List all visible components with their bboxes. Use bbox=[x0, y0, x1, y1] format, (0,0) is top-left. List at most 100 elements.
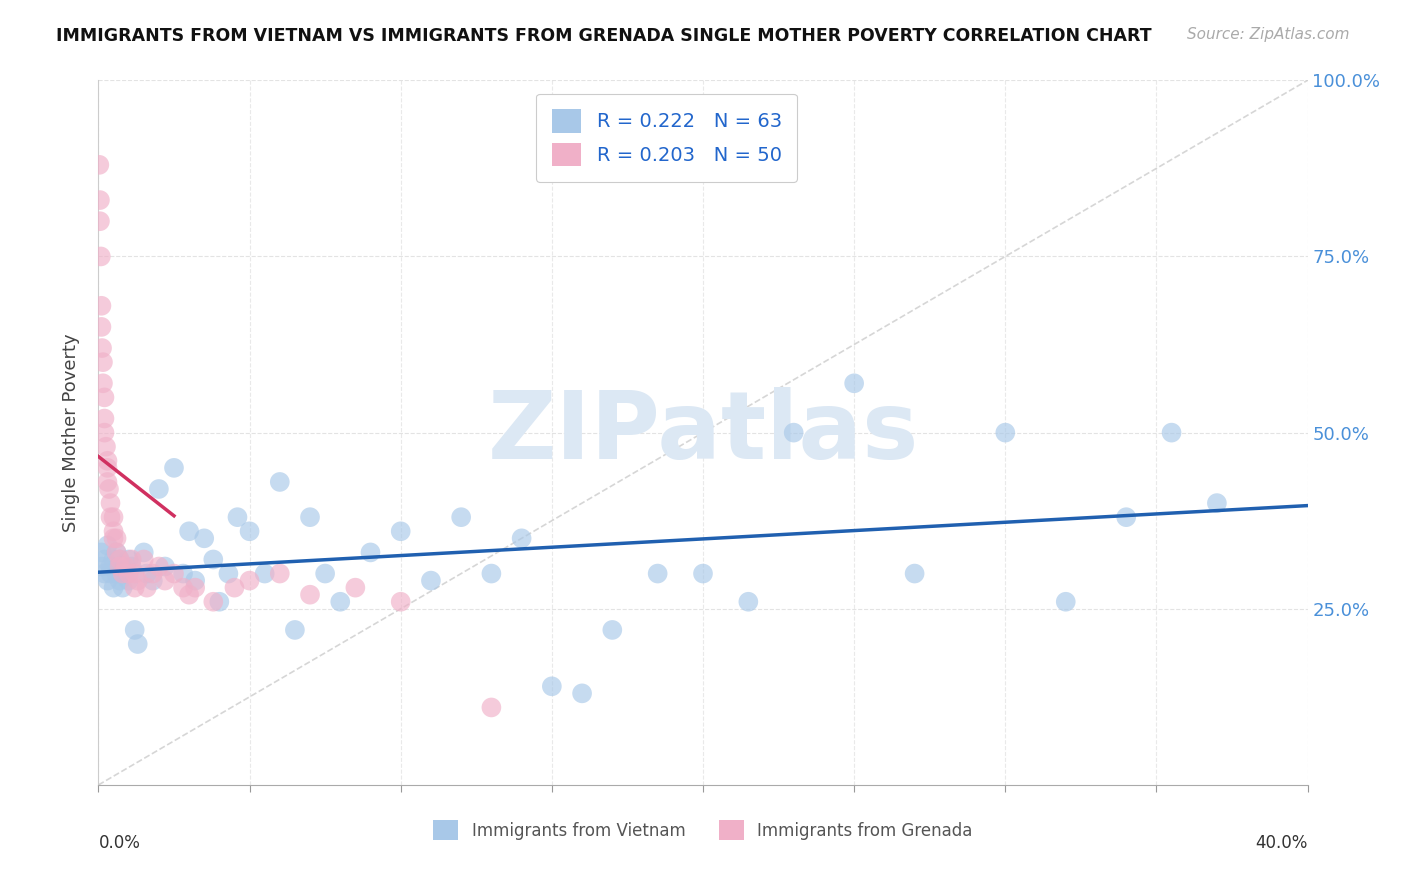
Point bbox=[329, 595, 352, 609]
Point bbox=[284, 623, 307, 637]
Point bbox=[91, 355, 114, 369]
Point bbox=[96, 574, 118, 588]
Point bbox=[124, 581, 146, 595]
Point bbox=[90, 299, 112, 313]
Point bbox=[96, 460, 118, 475]
Point bbox=[89, 193, 111, 207]
Point bbox=[904, 566, 927, 581]
Point bbox=[269, 566, 291, 581]
Legend: Immigrants from Vietnam, Immigrants from Grenada: Immigrants from Vietnam, Immigrants from… bbox=[427, 814, 979, 847]
Point bbox=[844, 376, 866, 391]
Point bbox=[100, 510, 122, 524]
Point bbox=[96, 475, 118, 489]
Point bbox=[481, 700, 503, 714]
Point bbox=[737, 595, 759, 609]
Point bbox=[184, 581, 207, 595]
Point bbox=[135, 566, 157, 581]
Point bbox=[105, 545, 128, 559]
Text: 40.0%: 40.0% bbox=[1256, 834, 1308, 852]
Point bbox=[172, 581, 194, 595]
Point bbox=[90, 559, 112, 574]
Point bbox=[202, 552, 225, 566]
Point bbox=[103, 532, 125, 546]
Point bbox=[127, 574, 149, 588]
Point bbox=[127, 637, 149, 651]
Point bbox=[100, 496, 122, 510]
Point bbox=[121, 559, 143, 574]
Point bbox=[994, 425, 1017, 440]
Point bbox=[389, 524, 412, 539]
Point bbox=[90, 320, 112, 334]
Point bbox=[602, 623, 624, 637]
Point bbox=[299, 588, 322, 602]
Point bbox=[124, 566, 146, 581]
Point bbox=[692, 566, 714, 581]
Point bbox=[153, 559, 176, 574]
Point bbox=[450, 510, 472, 524]
Point bbox=[103, 510, 125, 524]
Point bbox=[647, 566, 669, 581]
Point bbox=[420, 574, 443, 588]
Point bbox=[111, 566, 134, 581]
Point bbox=[344, 581, 367, 595]
Point bbox=[94, 440, 117, 454]
Point bbox=[153, 574, 176, 588]
Point bbox=[103, 524, 125, 539]
Point bbox=[98, 482, 121, 496]
Point bbox=[103, 581, 125, 595]
Point bbox=[163, 460, 186, 475]
Point bbox=[132, 552, 155, 566]
Point bbox=[226, 510, 249, 524]
Point bbox=[108, 559, 131, 574]
Point bbox=[111, 581, 134, 595]
Point bbox=[132, 545, 155, 559]
Point bbox=[91, 376, 114, 391]
Text: ZIPatlas: ZIPatlas bbox=[488, 386, 918, 479]
Point bbox=[90, 545, 112, 559]
Point bbox=[1054, 595, 1077, 609]
Point bbox=[108, 574, 131, 588]
Point bbox=[1206, 496, 1229, 510]
Point bbox=[93, 425, 115, 440]
Point bbox=[184, 574, 207, 588]
Point bbox=[224, 581, 246, 595]
Point bbox=[389, 595, 412, 609]
Point bbox=[96, 538, 118, 552]
Point bbox=[299, 510, 322, 524]
Point bbox=[208, 595, 231, 609]
Point bbox=[179, 524, 201, 539]
Point bbox=[93, 391, 115, 405]
Point bbox=[90, 250, 112, 264]
Point bbox=[100, 566, 122, 581]
Point bbox=[172, 566, 194, 581]
Point bbox=[96, 454, 118, 468]
Point bbox=[124, 623, 146, 637]
Point bbox=[114, 566, 136, 581]
Point bbox=[314, 566, 336, 581]
Point bbox=[93, 411, 115, 425]
Point bbox=[202, 595, 225, 609]
Point bbox=[571, 686, 593, 700]
Point bbox=[118, 574, 141, 588]
Point bbox=[142, 574, 165, 588]
Point bbox=[103, 552, 125, 566]
Point bbox=[148, 482, 170, 496]
Point bbox=[108, 552, 131, 566]
Point bbox=[89, 158, 111, 172]
Point bbox=[217, 566, 239, 581]
Point bbox=[148, 559, 170, 574]
Text: IMMIGRANTS FROM VIETNAM VS IMMIGRANTS FROM GRENADA SINGLE MOTHER POVERTY CORRELA: IMMIGRANTS FROM VIETNAM VS IMMIGRANTS FR… bbox=[56, 27, 1152, 45]
Point bbox=[114, 559, 136, 574]
Point bbox=[105, 566, 128, 581]
Point bbox=[481, 566, 503, 581]
Point bbox=[121, 552, 143, 566]
Point bbox=[118, 552, 141, 566]
Point bbox=[118, 566, 141, 581]
Point bbox=[1160, 425, 1182, 440]
Point bbox=[193, 532, 215, 546]
Point bbox=[105, 545, 128, 559]
Point bbox=[163, 566, 186, 581]
Point bbox=[253, 566, 276, 581]
Text: Source: ZipAtlas.com: Source: ZipAtlas.com bbox=[1187, 27, 1350, 42]
Point bbox=[510, 532, 533, 546]
